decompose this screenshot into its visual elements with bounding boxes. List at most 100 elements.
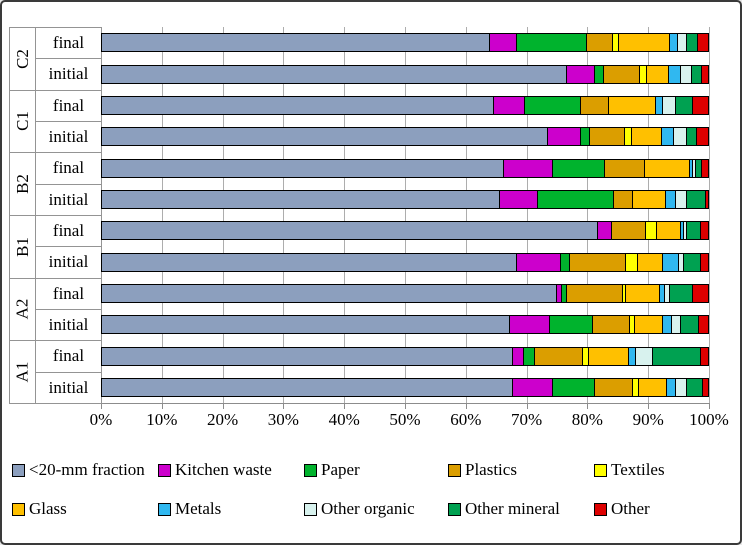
group-label: B2: [12, 174, 32, 195]
bar-track: [101, 377, 709, 397]
group-label: A1: [12, 361, 32, 383]
legend-label: Kitchen waste: [175, 460, 272, 479]
bar-segment: [517, 34, 587, 52]
bar-sublabel: initial: [48, 127, 89, 147]
bar-segment: [683, 253, 701, 271]
legend-item: Plastics: [448, 460, 517, 480]
bar-segment: [691, 65, 702, 83]
x-axis-tick: [101, 403, 102, 409]
legend-item: Metals: [158, 499, 221, 519]
bar-segment: [589, 347, 630, 365]
bar-segment: [516, 253, 562, 271]
bar-segment: [102, 128, 549, 146]
bar-track: [101, 221, 709, 241]
bar-segment: [632, 190, 666, 208]
bar-segment: [580, 128, 591, 146]
bar-segment: [625, 253, 638, 271]
x-axis-tick: [709, 403, 710, 409]
bar-track: [101, 346, 709, 366]
bar-segment: [693, 96, 708, 114]
bar-segment: [553, 378, 595, 396]
bar-segment: [609, 96, 657, 114]
bar-sublabel-cell: final: [35, 340, 102, 373]
legend-item: Other organic: [304, 499, 415, 519]
group-label: B1: [12, 236, 32, 257]
bar-segment: [698, 34, 708, 52]
x-axis-tick-label: 60%: [450, 410, 482, 429]
gridline: [587, 27, 589, 403]
bar-segment: [569, 253, 626, 271]
x-axis-tick: [283, 403, 285, 409]
legend-label: Other: [611, 499, 650, 518]
legend-label: Glass: [29, 499, 67, 518]
bar-track: [101, 158, 709, 178]
bar-segment: [669, 284, 693, 302]
bar-segment: [550, 316, 594, 334]
legend-item: Glass: [12, 499, 67, 519]
bar-segment: [644, 159, 690, 177]
bar-sublabel-cell: final: [35, 215, 102, 248]
bar-segment: [680, 316, 699, 334]
bar-segment: [636, 347, 654, 365]
legend-swatch: [12, 463, 25, 477]
bar-segment: [102, 159, 505, 177]
bar-segment: [524, 347, 535, 365]
x-axis-tick: [526, 403, 528, 409]
x-axis-tick-label: 30%: [267, 410, 299, 429]
bar-sublabel: final: [52, 346, 85, 366]
bar-segment: [524, 96, 582, 114]
bar-segment: [669, 65, 682, 83]
bar-segment: [504, 159, 553, 177]
bar-sublabel: final: [52, 33, 85, 53]
gridline: [648, 27, 650, 403]
bar-segment: [700, 222, 708, 240]
bar-segment: [692, 284, 708, 302]
bar-segment: [653, 347, 702, 365]
x-axis-tick: [222, 403, 224, 409]
group-label: C1: [12, 111, 32, 132]
bar-segment: [537, 190, 615, 208]
bar-sublabel: final: [52, 95, 85, 115]
x-axis-tick: [405, 403, 406, 409]
bar-sublabel: final: [52, 283, 85, 303]
bar-segment: [689, 159, 694, 177]
bar-segment: [701, 65, 708, 83]
bar-segment: [646, 65, 670, 83]
x-axis-tick-label: 10%: [146, 410, 178, 429]
bar-sublabel: initial: [48, 64, 89, 84]
gridline: [405, 27, 406, 403]
bar-segment: [494, 96, 525, 114]
gridline: [465, 27, 467, 403]
bar-segment: [102, 284, 557, 302]
bar-track: [101, 64, 709, 84]
group-label-cell: A1: [9, 340, 36, 404]
x-axis-tick-label: 0%: [89, 410, 113, 429]
bar-track: [101, 252, 709, 272]
legend-swatch: [158, 463, 171, 477]
bar-segment: [687, 34, 699, 52]
bar-segment: [626, 284, 661, 302]
bar-segment: [594, 378, 634, 396]
group-label-cell: C1: [9, 89, 36, 154]
group-label: A2: [12, 299, 32, 320]
bar-segment: [629, 347, 637, 365]
bar-segment: [566, 284, 624, 302]
bar-segment: [676, 378, 687, 396]
bar-segment: [102, 222, 598, 240]
gridline: [283, 27, 285, 403]
bar-sublabel-cell: initial: [35, 246, 102, 279]
x-axis-tick: [648, 403, 650, 409]
bar-sublabel-cell: final: [35, 152, 102, 185]
bar-segment: [686, 378, 704, 396]
gridline: [526, 27, 528, 403]
bar-segment: [645, 222, 658, 240]
bar-segment: [102, 316, 510, 334]
legend-item: Other mineral: [448, 499, 560, 519]
bar-segment: [102, 378, 513, 396]
bar-segment: [590, 128, 625, 146]
x-axis-tick-label: 70%: [511, 410, 543, 429]
bar-segment: [661, 128, 675, 146]
bar-track: [101, 189, 709, 209]
bar-segment: [624, 128, 632, 146]
bar-segment: [566, 65, 595, 83]
